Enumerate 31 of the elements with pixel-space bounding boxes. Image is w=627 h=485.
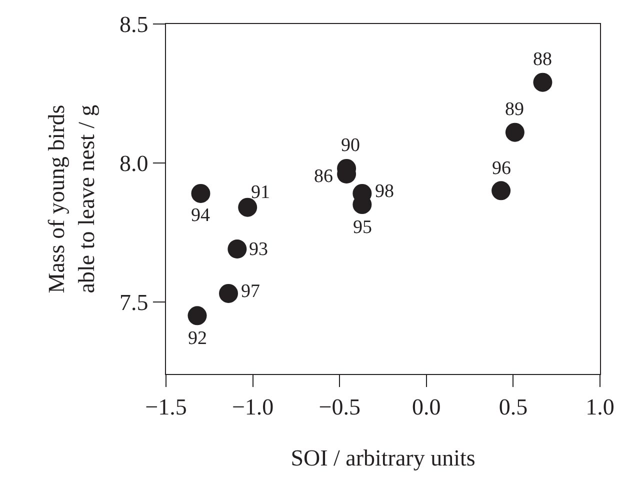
annotation: 89 (505, 99, 524, 120)
annotation: 86 (314, 166, 333, 187)
annotation: 91 (251, 182, 270, 203)
point (219, 284, 238, 303)
annotation: 95 (353, 217, 372, 238)
x-tick-label: −1.0 (232, 394, 274, 420)
annotation: 94 (191, 205, 210, 226)
point (228, 240, 247, 258)
annotation: 98 (375, 181, 394, 202)
x-tick-label: 0.5 (498, 394, 528, 420)
y-tick-label: 8.0 (120, 150, 148, 176)
annotation: 97 (241, 281, 260, 302)
y-axis-title: Mass of young birds able to leave nest / g (44, 104, 99, 294)
point (191, 184, 210, 203)
point (188, 306, 207, 326)
x-tick-label: 0.0 (412, 394, 441, 420)
point (492, 181, 511, 200)
point (533, 72, 552, 92)
annotation: 93 (249, 239, 268, 260)
x-axis-title: SOI / arbitrary units (290, 445, 476, 470)
x-tick-label: −1.5 (145, 394, 187, 420)
point (238, 198, 258, 217)
point (505, 122, 524, 142)
y-tick-label: 7.5 (120, 290, 148, 315)
annotation: 90 (341, 135, 360, 156)
x-tick-label: 1.0 (586, 394, 614, 420)
y-tick-label: 8.5 (120, 12, 148, 38)
x-tick-label: −0.5 (318, 394, 360, 420)
annotation: 88 (533, 49, 552, 70)
annotation: 92 (188, 328, 207, 349)
annotation: 96 (492, 158, 511, 179)
